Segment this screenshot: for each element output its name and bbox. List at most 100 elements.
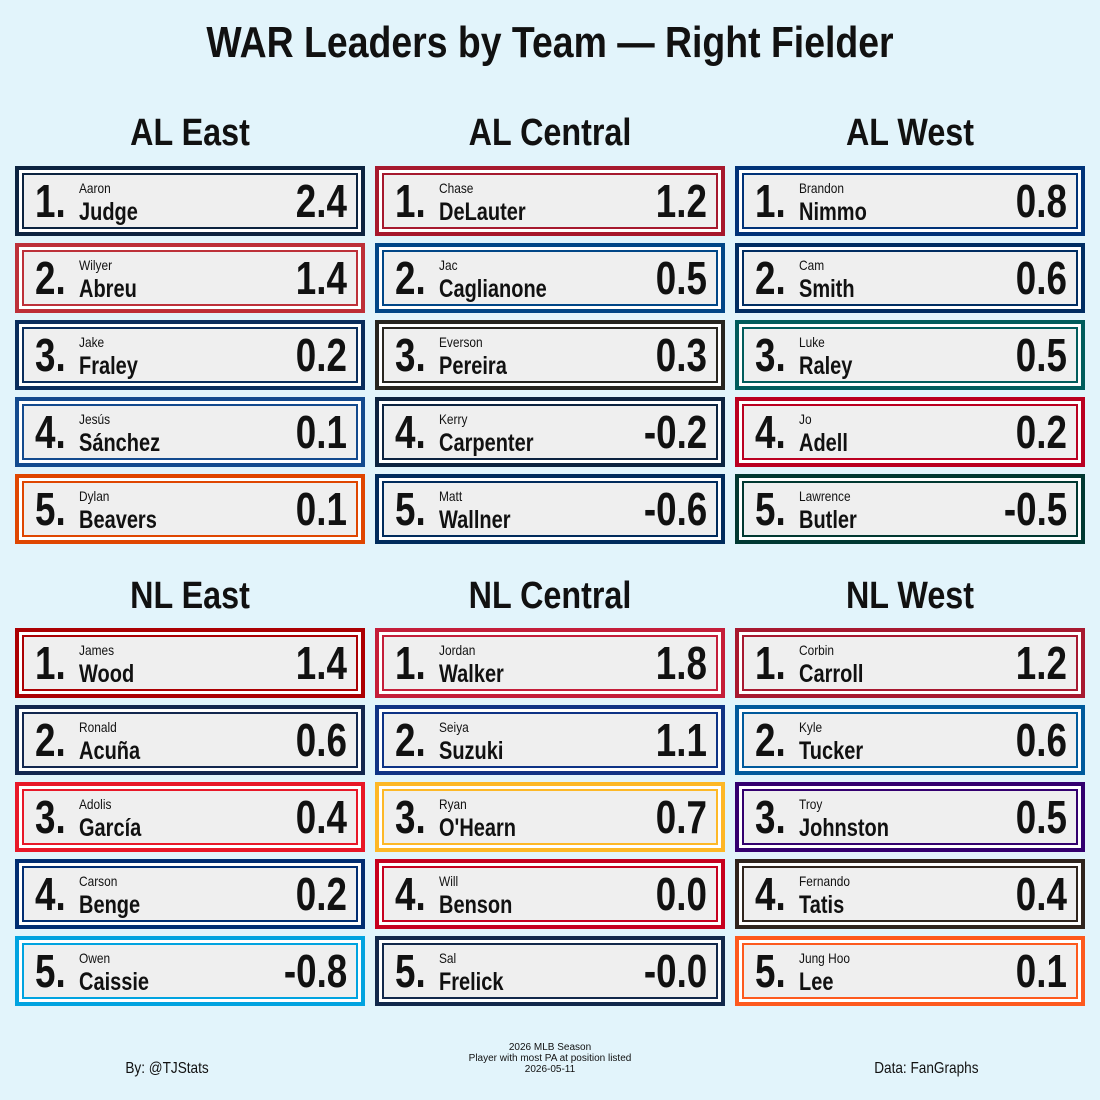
last-name: Carpenter: [439, 429, 534, 457]
war-value: 0.1: [295, 483, 347, 535]
rank: 1.: [395, 175, 426, 227]
player-card: 1. Aaron Judge 2.4: [15, 166, 365, 236]
first-name: Everson: [439, 334, 483, 350]
war-value: 1.4: [295, 252, 347, 304]
war-value: -0.8: [283, 945, 347, 997]
player-card: 3. Luke Raley 0.5: [735, 320, 1085, 390]
first-name: Lawrence: [799, 488, 851, 504]
source: Data: FanGraphs: [874, 1060, 979, 1077]
last-name: Tucker: [799, 737, 864, 765]
rank: 1.: [755, 637, 786, 689]
rank: 5.: [755, 483, 786, 535]
first-name: Adolis: [79, 796, 112, 812]
player-card: 5. Sal Frelick -0.0: [375, 936, 725, 1006]
war-value: 0.6: [1015, 252, 1067, 304]
player-card: 3. Jake Fraley 0.2: [15, 320, 365, 390]
last-name: Acuña: [79, 737, 141, 765]
rank: 1.: [395, 637, 426, 689]
division-title: AL East: [130, 112, 250, 154]
rank: 3.: [395, 329, 426, 381]
first-name: Sal: [439, 950, 457, 966]
first-name: Dylan: [79, 488, 110, 504]
last-name: Walker: [439, 660, 504, 688]
first-name: Carson: [79, 873, 118, 889]
player-card: 4. Kerry Carpenter -0.2: [375, 397, 725, 467]
rank: 3.: [35, 791, 66, 843]
war-value: 0.2: [295, 329, 347, 381]
war-value: -0.6: [643, 483, 707, 535]
rank: 2.: [35, 252, 66, 304]
war-value: 0.5: [1015, 791, 1067, 843]
last-name: Caissie: [79, 968, 150, 996]
rank: 4.: [755, 406, 786, 458]
first-name: Kyle: [799, 719, 823, 735]
player-card: 5. Matt Wallner -0.6: [375, 474, 725, 544]
first-name: Will: [439, 873, 459, 889]
player-card: 2. Wilyer Abreu 1.4: [15, 243, 365, 313]
rank: 5.: [755, 945, 786, 997]
rank: 5.: [35, 483, 66, 535]
rank: 3.: [755, 329, 786, 381]
rank: 4.: [395, 406, 426, 458]
war-value: 1.4: [295, 637, 347, 689]
first-name: Kerry: [439, 411, 468, 427]
war-value: 0.1: [295, 406, 347, 458]
player-card: 1. Chase DeLauter 1.2: [375, 166, 725, 236]
division-title: NL Central: [468, 575, 632, 617]
last-name: Carroll: [799, 660, 864, 688]
last-name: Tatis: [799, 891, 845, 919]
last-name: Suzuki: [439, 737, 504, 765]
player-card: 2. Jac Caglianone 0.5: [375, 243, 725, 313]
last-name: Wood: [79, 660, 135, 688]
player-card: 4. Jo Adell 0.2: [735, 397, 1085, 467]
last-name: Frelick: [439, 968, 504, 996]
rank: 5.: [395, 483, 426, 535]
player-card: 5. Dylan Beavers 0.1: [15, 474, 365, 544]
credit: By: @TJStats: [125, 1060, 209, 1077]
rank: 3.: [395, 791, 426, 843]
division-title: AL West: [845, 112, 975, 154]
war-value: 0.4: [295, 791, 347, 843]
footer-note: 2026-05-11: [524, 1064, 576, 1075]
player-card: 2. Ronald Acuña 0.6: [15, 705, 365, 775]
player-card: 5. Lawrence Butler -0.5: [735, 474, 1085, 544]
rank: 2.: [755, 714, 786, 766]
first-name: Jordan: [439, 642, 476, 658]
first-name: Owen: [79, 950, 111, 966]
rank: 5.: [35, 945, 66, 997]
player-card: 3. Adolis García 0.4: [15, 782, 365, 852]
war-value: 0.2: [1015, 406, 1067, 458]
first-name: Luke: [799, 334, 825, 350]
last-name: Judge: [79, 198, 138, 226]
first-name: Jesús: [79, 411, 111, 427]
last-name: Fraley: [79, 352, 138, 380]
division-title: NL East: [130, 575, 250, 617]
rank: 2.: [395, 714, 426, 766]
war-value: 0.4: [1015, 868, 1067, 920]
rank: 4.: [755, 868, 786, 920]
last-name: Sánchez: [79, 429, 161, 457]
war-value: 1.1: [655, 714, 707, 766]
last-name: O'Hearn: [439, 814, 517, 842]
war-value: 2.4: [295, 175, 347, 227]
last-name: DeLauter: [439, 198, 526, 226]
rank: 4.: [35, 406, 66, 458]
player-card: 1. Corbin Carroll 1.2: [735, 628, 1085, 698]
war-value: 1.8: [655, 637, 707, 689]
first-name: Cam: [799, 257, 825, 273]
last-name: Beavers: [79, 506, 157, 534]
rank: 3.: [755, 791, 786, 843]
first-name: Jo: [799, 411, 812, 427]
war-value: 0.5: [1015, 329, 1067, 381]
player-card: 1. Jordan Walker 1.8: [375, 628, 725, 698]
war-value: 0.7: [655, 791, 707, 843]
player-card: 4. Carson Benge 0.2: [15, 859, 365, 929]
first-name: James: [79, 642, 115, 658]
player-card: 4. Fernando Tatis 0.4: [735, 859, 1085, 929]
last-name: García: [79, 814, 142, 842]
last-name: Johnston: [799, 814, 889, 842]
rank: 4.: [395, 868, 426, 920]
first-name: Fernando: [799, 873, 850, 889]
war-value: 1.2: [655, 175, 707, 227]
first-name: Jung Hoo: [799, 950, 850, 966]
